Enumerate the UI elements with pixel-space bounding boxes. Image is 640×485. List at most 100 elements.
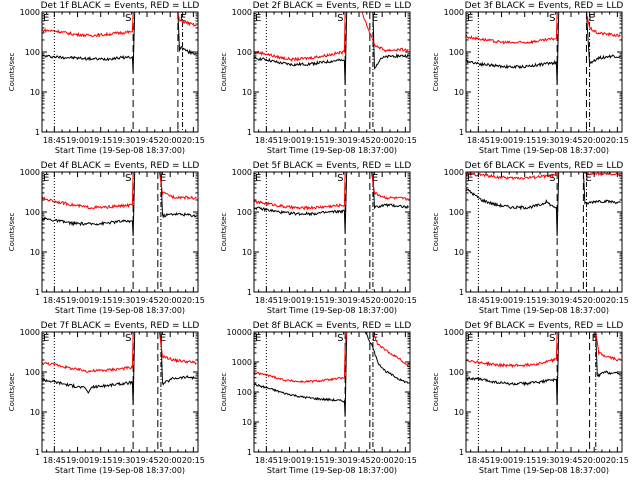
x-tick-label: 20:00 — [371, 456, 394, 465]
y-tick-label: 1 — [35, 128, 40, 137]
x-tick-label: 19:30 — [324, 136, 347, 145]
x-tick-label: 19:45 — [559, 456, 582, 465]
events-series-line — [41, 11, 197, 73]
panel-4: Det 4f BLACK = Events, RED = LLD E S E 1 10 10… — [8, 161, 205, 315]
y-tick-label: 1000 — [232, 358, 252, 367]
x-tick-label: 20:00 — [371, 296, 394, 305]
y-axis-title: Counts/sec — [8, 53, 16, 92]
x-axis-title: Start Time (19-Sep-08 18:37:00) — [479, 146, 609, 155]
x-tick-label: 19:00 — [490, 296, 513, 305]
y-tick-label: 10 — [454, 88, 464, 97]
x-tick-label: 20:15 — [394, 136, 417, 145]
marker-label-saa: S — [125, 333, 131, 344]
y-tick-label: 100 — [25, 48, 40, 57]
y-tick-label: 1000 — [444, 8, 464, 17]
x-tick-label: 19:15 — [301, 456, 324, 465]
lld-series-line — [41, 11, 197, 39]
marker-label-eclipse-end: E — [588, 13, 594, 24]
marker-label-eclipse-start: E — [43, 13, 49, 24]
events-series-line — [41, 171, 197, 237]
plot-frame — [465, 171, 623, 293]
plot-frame — [253, 11, 411, 133]
marker-label-eclipse-end: E — [372, 173, 378, 184]
marker-label-saa: S — [125, 13, 131, 24]
marker-label-eclipse-start: E — [255, 173, 261, 184]
marker-label-eclipse-end: E — [592, 333, 598, 344]
x-tick-label: 19:00 — [490, 136, 513, 145]
panel-title: Det 6f BLACK = Events, RED = LLD — [465, 161, 624, 171]
y-tick-label: 1 — [35, 288, 40, 297]
x-tick-label: 20:15 — [606, 296, 629, 305]
y-tick-label: 10 — [30, 408, 40, 417]
marker-label-eclipse-end: E — [160, 333, 166, 344]
x-tick-label: 19:30 — [324, 456, 347, 465]
panel-7: Det 7f BLACK = Events, RED = LLD E S E 1 10 10… — [8, 321, 205, 475]
x-tick-label: 19:45 — [135, 296, 158, 305]
lld-series-line — [253, 331, 409, 384]
events-series-line — [465, 171, 621, 237]
x-tick-label: 19:15 — [513, 456, 536, 465]
x-tick-label: 19:15 — [301, 136, 324, 145]
events-series-line — [253, 11, 409, 86]
marker-label-eclipse-start: E — [43, 173, 49, 184]
marker-label-eclipse-start: E — [467, 13, 473, 24]
marker-label-eclipse-start: E — [467, 173, 473, 184]
y-tick-label: 1000 — [20, 8, 40, 17]
y-tick-label: 1000 — [20, 168, 40, 177]
y-tick-label: 100 — [237, 208, 252, 217]
x-tick-label: 19:45 — [347, 136, 370, 145]
marker-label-eclipse-end: E — [160, 173, 166, 184]
y-tick-label: 100 — [449, 208, 464, 217]
x-tick-label: 19:00 — [66, 456, 89, 465]
panel-title: Det 2f BLACK = Events, RED = LLD — [253, 1, 412, 11]
x-tick-label: 19:45 — [135, 456, 158, 465]
y-tick-label: 10000 — [227, 328, 252, 337]
x-tick-label: 19:30 — [112, 136, 135, 145]
y-tick-label: 1 — [459, 128, 464, 137]
marker-label-eclipse-start: E — [43, 333, 49, 344]
events-series-line — [253, 331, 409, 417]
x-tick-label: 19:15 — [89, 136, 112, 145]
x-tick-label: 19:45 — [559, 136, 582, 145]
panel-title: Det 5f BLACK = Events, RED = LLD — [253, 161, 412, 171]
y-axis-title: Counts/sec — [220, 213, 228, 252]
lld-series-line — [41, 331, 197, 373]
x-tick-label: 20:15 — [606, 456, 629, 465]
x-tick-label: 20:00 — [583, 296, 606, 305]
marker-label-saa: S — [125, 173, 131, 184]
y-tick-label: 10 — [30, 248, 40, 257]
x-tick-label: 18:45 — [43, 296, 66, 305]
plot-frame — [41, 171, 199, 293]
x-tick-label: 19:30 — [112, 296, 135, 305]
x-tick-label: 18:45 — [467, 296, 490, 305]
y-axis-title: Counts/sec — [432, 213, 440, 252]
x-tick-label: 19:15 — [301, 296, 324, 305]
y-tick-label: 100 — [25, 368, 40, 377]
x-tick-label: 19:30 — [324, 296, 347, 305]
lld-series-line — [253, 171, 409, 211]
panel-title: Det 9f BLACK = Events, RED = LLD — [465, 321, 624, 331]
marker-label-saa: S — [337, 173, 343, 184]
x-tick-label: 18:45 — [255, 136, 278, 145]
panel-1: Det 1f BLACK = Events, RED = LLD E S E 1 10 10… — [8, 1, 205, 155]
x-tick-label: 18:45 — [255, 456, 278, 465]
panel-3: Det 3f BLACK = Events, RED = LLD E S E 1 10 10… — [432, 1, 629, 155]
x-tick-label: 20:00 — [371, 136, 394, 145]
lld-series-line — [253, 11, 409, 63]
x-axis-title: Start Time (19-Sep-08 18:37:00) — [267, 306, 397, 315]
x-tick-label: 19:45 — [347, 296, 370, 305]
y-tick-label: 1 — [247, 448, 252, 457]
x-tick-label: 20:15 — [182, 296, 205, 305]
x-tick-label: 20:15 — [394, 456, 417, 465]
marker-label-saa: S — [549, 173, 555, 184]
x-tick-label: 20:15 — [182, 456, 205, 465]
y-tick-label: 10 — [454, 408, 464, 417]
marker-label-saa: S — [337, 333, 343, 344]
marker-label-eclipse-end: E — [372, 13, 378, 24]
y-tick-label: 100 — [237, 388, 252, 397]
y-axis-title: Counts/sec — [432, 53, 440, 92]
y-tick-label: 10 — [454, 248, 464, 257]
panel-title: Det 7f BLACK = Events, RED = LLD — [41, 321, 200, 331]
events-series-line — [253, 171, 409, 233]
